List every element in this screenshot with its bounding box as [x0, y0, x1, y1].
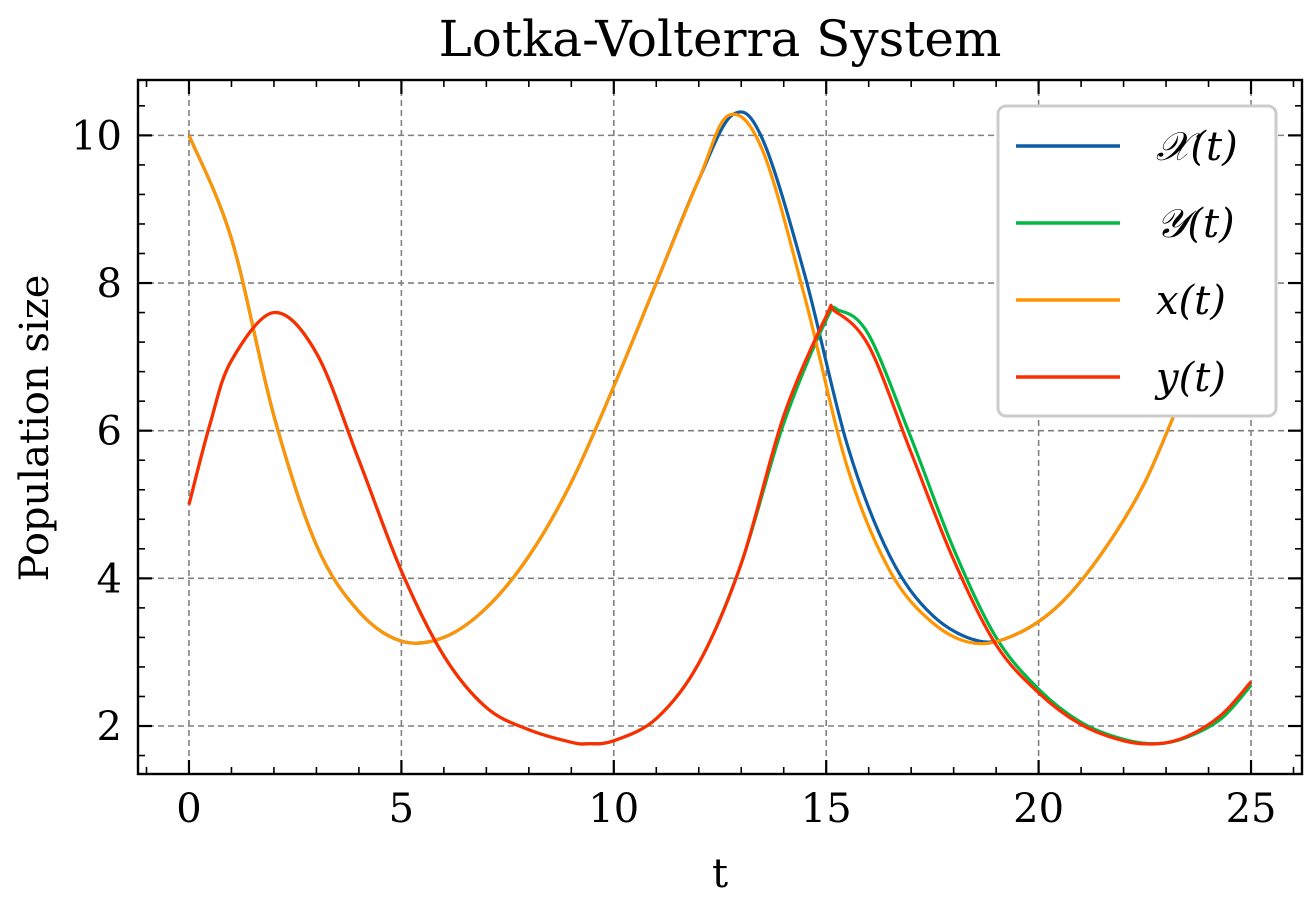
x-axis-label: t — [712, 851, 728, 897]
y-tick-label: 8 — [97, 261, 122, 307]
legend-label-3: x(t) — [1156, 278, 1226, 324]
y-tick-label: 4 — [97, 556, 122, 602]
legend: 𝒳(t) 𝒴(t) x(t) y(t) — [996, 104, 1278, 418]
x-tick-label: 10 — [588, 786, 639, 832]
plot-frame — [136, 78, 1304, 776]
tick-labels: 0 5 10 15 20 25 2 4 6 8 10 — [71, 113, 1276, 832]
y-tick-label: 6 — [97, 409, 122, 455]
x-tick-label: 25 — [1226, 786, 1277, 832]
y-tick-label: 2 — [97, 704, 122, 750]
y-tick-label: 10 — [71, 113, 122, 159]
x-tick-label: 20 — [1013, 786, 1064, 832]
x-tick-label: 5 — [389, 786, 414, 832]
legend-box — [996, 104, 1278, 418]
legend-label-2: 𝒴(t) — [1156, 201, 1235, 247]
y-axis-label: Population size — [12, 275, 58, 582]
series-line-4 — [187, 303, 1253, 746]
series-lines — [187, 110, 1253, 746]
x-tick-label: 15 — [801, 786, 852, 832]
x-tick-label: 0 — [176, 786, 201, 832]
chart-title: Lotka-Volterra System — [439, 10, 1002, 68]
legend-label-4: y(t) — [1154, 355, 1226, 401]
series-line-3 — [187, 112, 1253, 646]
legend-label-1: 𝒳(t) — [1156, 124, 1238, 170]
